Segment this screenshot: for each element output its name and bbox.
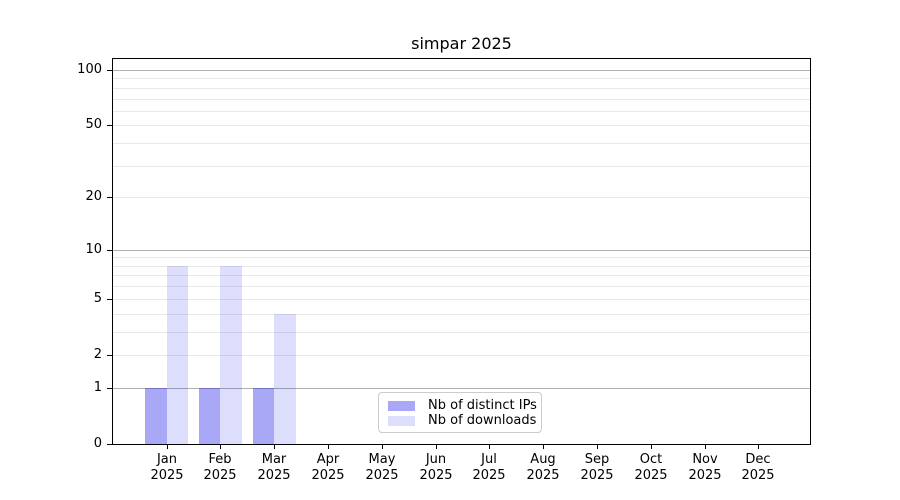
y-axis-tick-label: 10	[85, 242, 102, 257]
x-tick-month: Sep	[584, 452, 610, 467]
x-axis-tick	[167, 445, 168, 449]
gridline-minor	[113, 99, 810, 100]
x-tick-year: 2025	[257, 468, 291, 483]
y-axis-tick	[107, 388, 112, 389]
x-axis-tick-label: Jun 2025	[404, 452, 468, 484]
x-axis-tick-label: Sep 2025	[565, 452, 629, 484]
y-axis-tick	[107, 444, 112, 445]
gridline-minor	[113, 332, 810, 333]
x-tick-month: Jul	[481, 452, 497, 467]
plot-area: Nb of distinct IPs Nb of downloads	[112, 58, 811, 445]
gridline-minor	[113, 275, 810, 276]
x-tick-year: 2025	[580, 468, 614, 483]
legend-swatch-downloads	[388, 415, 415, 426]
gridline-minor	[113, 286, 810, 287]
bar-distinct-ips-jan	[145, 387, 167, 444]
x-tick-month: Dec	[745, 452, 771, 467]
y-axis-tick	[107, 70, 112, 71]
x-tick-year: 2025	[634, 468, 668, 483]
bar-downloads-jan	[166, 265, 188, 444]
legend-entry-downloads: Nb of downloads	[388, 413, 536, 428]
x-axis-tick	[436, 445, 437, 449]
y-axis-tick-label: 50	[85, 117, 102, 132]
bar-downloads-feb	[220, 265, 242, 444]
x-axis-tick	[651, 445, 652, 449]
x-axis-tick	[543, 445, 544, 449]
x-tick-year: 2025	[150, 468, 184, 483]
y-axis-tick	[107, 299, 112, 300]
x-axis-tick-label: Jan 2025	[135, 452, 199, 484]
y-axis-tick-label: 1	[93, 380, 102, 395]
x-tick-year: 2025	[472, 468, 506, 483]
gridline-minor	[113, 299, 810, 300]
x-axis-tick	[705, 445, 706, 449]
gridline-minor	[113, 125, 810, 126]
x-axis-tick	[382, 445, 383, 449]
legend-label-distinct-ips: Nb of distinct IPs	[428, 398, 537, 413]
gridline-major	[113, 70, 810, 71]
x-tick-year: 2025	[419, 468, 453, 483]
x-axis-tick-label: Feb 2025	[188, 452, 252, 484]
legend-label-downloads: Nb of downloads	[428, 413, 537, 428]
gridline-major	[113, 388, 810, 389]
x-axis-tick	[328, 445, 329, 449]
x-axis-tick-label: Aug 2025	[511, 452, 575, 484]
bar-downloads-mar	[274, 313, 296, 444]
bar-distinct-ips-feb	[198, 387, 221, 444]
y-axis-tick-label: 20	[85, 189, 102, 204]
gridline-major	[113, 250, 810, 251]
x-tick-month: Oct	[639, 452, 663, 467]
y-axis-tick-label: 5	[93, 291, 102, 306]
x-axis-tick-label: Oct 2025	[619, 452, 683, 484]
gridline-minor	[113, 143, 810, 144]
x-axis-tick-label: Mar 2025	[242, 452, 306, 484]
x-axis-tick	[274, 445, 275, 449]
x-tick-year: 2025	[365, 468, 399, 483]
y-axis-tick-label: 0	[93, 436, 102, 451]
x-axis-tick-label: Nov 2025	[673, 452, 737, 484]
gridline-minor	[113, 166, 810, 167]
gridline-minor	[113, 78, 810, 79]
x-tick-year: 2025	[741, 468, 775, 483]
x-axis-tick	[597, 445, 598, 449]
x-axis-tick	[220, 445, 221, 449]
x-axis-tick-label: Jul 2025	[457, 452, 521, 484]
x-tick-month: Nov	[692, 452, 718, 467]
y-axis-tick-label: 100	[77, 62, 102, 77]
x-tick-month: Feb	[208, 452, 232, 467]
x-tick-month: Jan	[156, 452, 178, 467]
gridline-minor	[113, 355, 810, 356]
x-axis-tick-label: Dec 2025	[726, 452, 790, 484]
gridline-minor	[113, 314, 810, 315]
x-axis-tick	[489, 445, 490, 449]
gridline-minor	[113, 88, 810, 89]
x-axis-tick-label: Apr 2025	[296, 452, 360, 484]
legend-entry-distinct-ips: Nb of distinct IPs	[388, 398, 537, 413]
gridline-minor	[113, 111, 810, 112]
x-tick-year: 2025	[526, 468, 560, 483]
gridline-minor	[113, 197, 810, 198]
x-axis-tick-label: May 2025	[350, 452, 414, 484]
y-axis-tick	[107, 125, 112, 126]
x-tick-month: Aug	[530, 452, 556, 467]
legend: Nb of distinct IPs Nb of downloads	[378, 392, 542, 433]
gridline-minor	[113, 266, 810, 267]
y-axis-tick	[107, 355, 112, 356]
legend-swatch-distinct-ips	[388, 400, 415, 411]
x-axis-tick	[758, 445, 759, 449]
x-tick-year: 2025	[311, 468, 345, 483]
x-tick-month: Mar	[261, 452, 287, 467]
x-tick-year: 2025	[688, 468, 722, 483]
x-tick-month: Jun	[425, 452, 447, 467]
y-axis-tick-label: 2	[93, 347, 102, 362]
gridline-minor	[113, 257, 810, 258]
x-tick-month: May	[368, 452, 396, 467]
x-tick-month: Apr	[316, 452, 340, 467]
bar-distinct-ips-mar	[252, 387, 275, 444]
y-axis-tick	[107, 197, 112, 198]
x-tick-year: 2025	[203, 468, 237, 483]
y-axis-tick	[107, 250, 112, 251]
chart-title: simpar 2025	[411, 34, 512, 53]
